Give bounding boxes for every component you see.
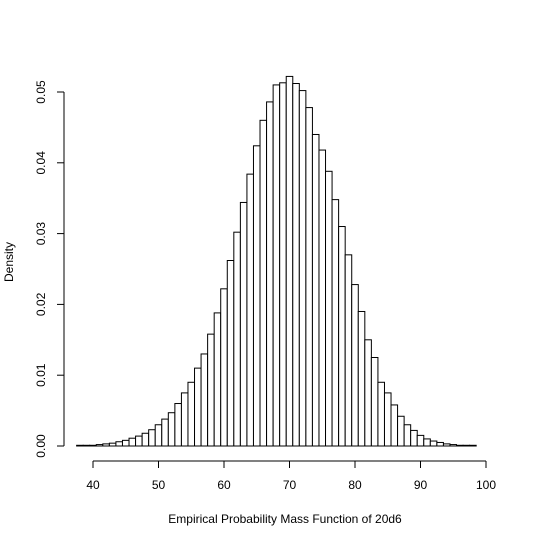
bar-80 [351, 284, 359, 447]
bar-82 [364, 339, 372, 447]
bar-92 [429, 440, 438, 447]
bar-64 [246, 173, 254, 447]
bar-series [76, 75, 477, 447]
bar-98 [469, 444, 477, 447]
bar-72 [298, 90, 307, 447]
bar-91 [423, 438, 431, 447]
bar-41 [95, 444, 104, 447]
bar-81 [357, 310, 366, 447]
bar-56 [194, 367, 202, 447]
x-tick-label-90: 90 [414, 478, 428, 492]
bar-96 [456, 444, 464, 447]
x-tick-label-80: 80 [348, 478, 362, 492]
bar-38 [76, 444, 84, 447]
bar-58 [207, 333, 215, 447]
bar-52 [167, 412, 176, 447]
bar-55 [187, 381, 196, 447]
bar-73 [305, 107, 313, 447]
x-tick-label-40: 40 [86, 478, 100, 492]
y-axis: 0.00 0.01 0.02 0.03 0.04 0.05 [34, 80, 65, 458]
bar-49 [148, 429, 156, 447]
bar-86 [390, 404, 399, 447]
bar-51 [161, 418, 169, 447]
bar-76 [325, 170, 333, 447]
bar-44 [115, 441, 123, 447]
x-tick-label-50: 50 [152, 478, 166, 492]
bar-48 [141, 432, 150, 447]
x-tick-label-100: 100 [476, 478, 496, 492]
bar-97 [462, 444, 471, 447]
x-tick-label-70: 70 [283, 478, 297, 492]
bar-54 [180, 392, 189, 447]
bar-60 [220, 288, 228, 447]
x-axis-label: Empirical Probability Mass Function of 2… [168, 512, 402, 526]
bar-62 [233, 231, 241, 447]
bar-57 [200, 353, 209, 447]
bar-61 [226, 260, 235, 447]
y-axis-label: Density [2, 242, 16, 282]
y-tick-label-2: 0.02 [34, 292, 48, 316]
bar-74 [311, 133, 320, 447]
bar-83 [370, 357, 379, 447]
bar-88 [403, 424, 412, 447]
bar-39 [82, 444, 91, 447]
bar-84 [377, 381, 385, 447]
bar-77 [331, 199, 340, 447]
bar-75 [318, 149, 327, 447]
bar-53 [174, 403, 182, 447]
bar-70 [285, 75, 294, 447]
y-tick-label-0: 0.00 [34, 434, 48, 458]
bar-42 [102, 443, 110, 447]
bar-94 [442, 443, 451, 447]
y-tick-label-1: 0.01 [34, 363, 48, 387]
bar-95 [449, 444, 458, 447]
bar-50 [154, 424, 163, 447]
bar-47 [135, 435, 143, 447]
bar-63 [239, 201, 248, 447]
bar-45 [121, 439, 130, 447]
bar-87 [397, 415, 405, 447]
bar-71 [292, 83, 300, 447]
bar-65 [252, 145, 261, 447]
bar-85 [383, 392, 392, 447]
y-tick-label-3: 0.03 [34, 222, 48, 246]
bar-67 [266, 101, 274, 447]
bar-59 [213, 312, 222, 447]
x-axis: 40 50 60 70 80 90 100 [86, 460, 496, 492]
bar-79 [344, 254, 353, 447]
bar-68 [272, 84, 281, 447]
bar-69 [279, 82, 287, 447]
bar-46 [128, 437, 137, 447]
bar-90 [416, 434, 425, 447]
bar-89 [410, 429, 418, 447]
y-tick-label-5: 0.05 [34, 80, 48, 104]
y-tick-label-4: 0.04 [34, 151, 48, 175]
bar-66 [259, 119, 268, 447]
bar-93 [436, 441, 444, 447]
x-tick-label-60: 60 [217, 478, 231, 492]
bar-43 [108, 442, 117, 447]
bar-40 [89, 444, 97, 447]
bar-78 [338, 226, 346, 447]
